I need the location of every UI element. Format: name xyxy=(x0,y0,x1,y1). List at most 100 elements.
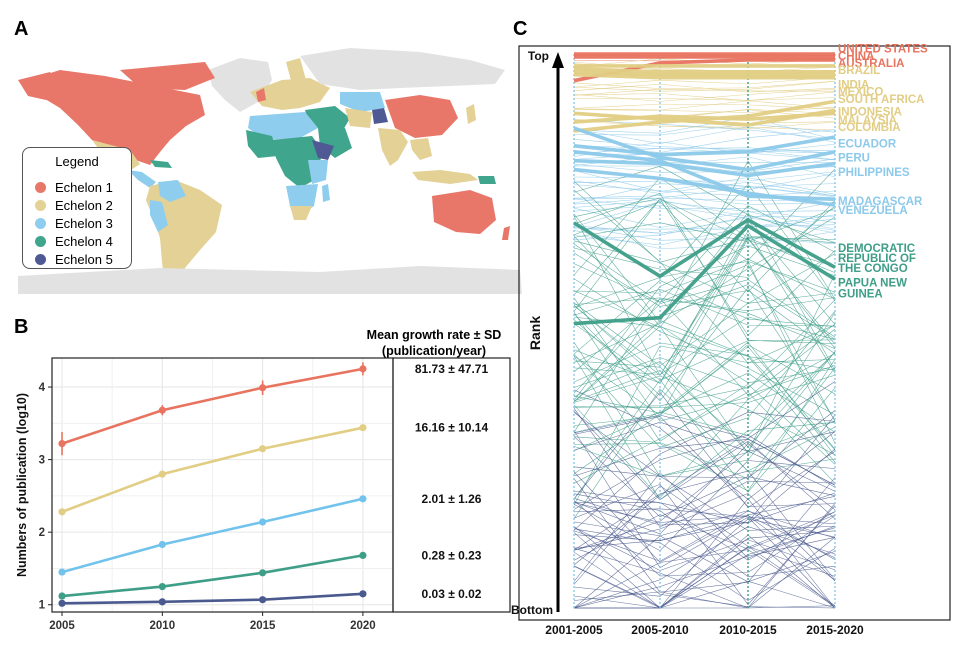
legend-swatch xyxy=(35,199,46,211)
rank-line xyxy=(573,236,836,384)
rank-line xyxy=(573,320,836,463)
rank-line xyxy=(573,438,836,566)
map-iran xyxy=(345,108,372,128)
rank-line xyxy=(573,243,836,422)
map-japan xyxy=(466,104,476,124)
rank-line xyxy=(573,97,836,101)
rank-line xyxy=(573,292,836,367)
rank-line xyxy=(573,297,836,350)
rank-line xyxy=(573,500,836,577)
data-point xyxy=(158,583,166,591)
legend-swatch xyxy=(35,181,46,193)
rank-line xyxy=(573,472,836,582)
series-line-echelon-1 xyxy=(61,367,364,445)
rank-line xyxy=(573,279,836,394)
rank-line xyxy=(573,381,836,439)
background-rank-lines xyxy=(573,53,836,609)
rank-line xyxy=(573,168,836,261)
rank-line xyxy=(573,183,836,199)
rank-line xyxy=(573,526,836,609)
rank-line xyxy=(573,485,836,606)
y-axis-label: Numbers of publication (log10) xyxy=(15,393,29,577)
rank-line xyxy=(573,126,836,144)
country-label: AUSTRALIA xyxy=(838,58,904,70)
data-point xyxy=(58,599,66,607)
rank-line xyxy=(573,439,836,486)
rank-line xyxy=(573,470,836,581)
rank-line xyxy=(573,510,836,562)
map-afghanistan xyxy=(372,108,388,124)
rank-line xyxy=(573,410,836,520)
legend-swatch xyxy=(35,235,46,247)
y-tick-label: 4 xyxy=(39,382,46,394)
country-label: PAPUA NEW xyxy=(838,278,907,290)
map-middle-east xyxy=(305,106,350,132)
rank-line xyxy=(573,536,836,609)
highlight-line-colombia xyxy=(573,111,836,124)
country-label: VENEZUELA xyxy=(838,205,908,217)
country-label: REPUBLIC OF xyxy=(838,253,916,265)
map-central-asia xyxy=(340,92,385,112)
highlight-line-south-africa xyxy=(573,72,835,80)
rank-line xyxy=(573,88,836,102)
rank-line xyxy=(573,316,836,375)
x-tick-label: 2020 xyxy=(350,620,376,632)
country-label: ECUADOR xyxy=(838,138,897,150)
rank-line xyxy=(573,123,836,136)
rank-line xyxy=(573,180,836,197)
map-australia xyxy=(432,190,496,234)
rank-line xyxy=(573,297,836,433)
rank-line xyxy=(573,351,836,447)
map-indonesia xyxy=(412,170,478,184)
legend-title: Legend xyxy=(55,154,99,169)
country-label: INDIA xyxy=(838,80,869,92)
legend-label: Echelon 4 xyxy=(55,233,113,249)
data-point xyxy=(259,384,267,392)
rank-line xyxy=(573,83,836,93)
rank-line xyxy=(573,297,836,373)
map-russia xyxy=(300,48,505,90)
rank-line xyxy=(573,323,836,408)
data-point xyxy=(58,508,66,516)
period-label: 2001-2005 xyxy=(545,623,603,637)
rank-line xyxy=(574,534,836,609)
series-line-echelon-3 xyxy=(61,497,364,574)
data-point xyxy=(359,590,367,598)
map-east-africa xyxy=(308,160,328,184)
growth-rate-value: 0.03 ± 0.02 xyxy=(422,587,482,601)
rank-line xyxy=(573,103,836,110)
data-point xyxy=(58,568,66,576)
legend-label: Echelon 5 xyxy=(55,251,113,267)
highlight-line-india xyxy=(573,67,835,74)
rank-plot-frame xyxy=(518,45,951,621)
rank-line xyxy=(573,100,836,111)
data-point xyxy=(259,569,267,577)
map-arctic-canada xyxy=(120,62,215,90)
rank-line xyxy=(573,355,836,501)
rank-arrow-head xyxy=(552,52,564,68)
data-point xyxy=(158,470,166,478)
highlight-line-venezuela xyxy=(573,167,836,207)
highlight-line-ecuador xyxy=(573,135,836,157)
map-central-america xyxy=(128,170,156,188)
rank-line xyxy=(573,184,836,197)
rank-line xyxy=(573,278,836,415)
data-point xyxy=(259,445,267,453)
legend-label: Echelon 3 xyxy=(55,215,113,231)
rank-line xyxy=(573,353,836,499)
data-point xyxy=(259,596,267,604)
country-label: MALAYSIA xyxy=(838,115,897,127)
rank-line xyxy=(573,171,836,183)
legend-label: Echelon 1 xyxy=(55,179,113,195)
data-point xyxy=(158,540,166,549)
rank-line xyxy=(573,218,836,234)
map-alaska xyxy=(18,72,62,100)
legend-item-echelon-1: Echelon 1 xyxy=(35,178,113,196)
rank-line xyxy=(573,530,836,609)
rank-line xyxy=(573,176,836,198)
rank-line xyxy=(573,434,836,510)
growth-rate-value: 0.28 ± 0.23 xyxy=(422,548,482,562)
data-point xyxy=(158,598,166,606)
country-label: DEMOCRATIC xyxy=(838,243,915,255)
